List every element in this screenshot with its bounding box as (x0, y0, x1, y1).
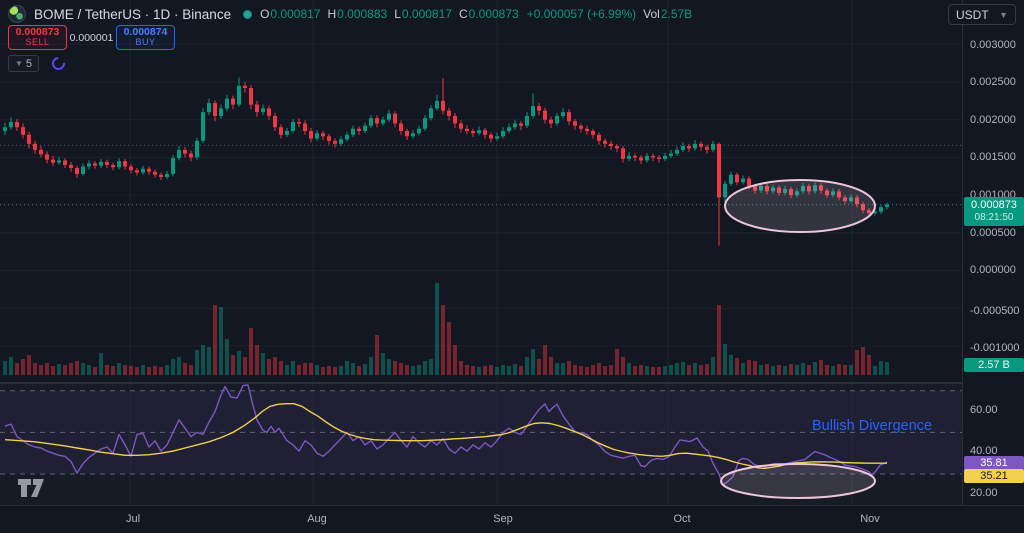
bome-coin-logo (8, 5, 26, 23)
bar-countdown: 08:21:50 (974, 212, 1014, 224)
vol-value: 2.57B (660, 7, 693, 21)
ohlc-readout: O0.000817 H0.000883 L0.000817 C0.000873 … (260, 7, 692, 21)
chevron-down-icon: ▼ (15, 59, 23, 68)
price-tick: -0.001000 (970, 342, 1020, 354)
month-label: Jul (125, 513, 141, 525)
month-label: Nov (860, 513, 880, 525)
rsi-tick: 40.00 (970, 445, 998, 457)
spread-value: 0.000001 (69, 31, 114, 44)
price-tick: 0.001500 (970, 151, 1016, 163)
price-tick: 0.002500 (970, 76, 1016, 88)
volume-badge: 2.57 B (964, 358, 1024, 372)
high-value: 0.000883 (337, 7, 388, 21)
open-value: 0.000817 (270, 7, 321, 21)
rsi-ma-value-badge: 35.21 (964, 469, 1024, 483)
rsi-tick: 20.00 (970, 487, 998, 499)
close-value: 0.000873 (468, 7, 519, 21)
time-axis[interactable]: Jul Aug Sep Oct Nov (0, 505, 1024, 533)
chevron-down-icon: ▼ (999, 9, 1008, 20)
bullish-divergence-annotation: Bullish Divergence (812, 418, 933, 434)
vol-label: Vol (643, 7, 660, 21)
order-panel: 0.000873 SELL 0.000001 0.000874 BUY (8, 25, 175, 50)
sync-loop-icon[interactable] (49, 54, 68, 73)
quantity-value: 5 (25, 57, 33, 70)
price-tick: -0.000500 (970, 305, 1020, 317)
price-highlight-ellipse (724, 179, 876, 233)
chart-header: BOME / TetherUS · 1D · Binance O0.000817… (8, 4, 692, 24)
high-label: H (327, 7, 337, 21)
rsi-value-badge: 35.81 (964, 456, 1024, 470)
quantity-dropdown[interactable]: ▼ 5 (8, 55, 40, 72)
price-tick: 0.000000 (970, 264, 1016, 276)
currency-selector[interactable]: USDT ▼ (948, 4, 1016, 25)
last-price-value: 0.000873 (971, 199, 1017, 211)
month-label: Oct (673, 513, 691, 525)
last-price-badge: 0.000873 08:21:50 (964, 197, 1024, 227)
open-label: O (260, 7, 270, 21)
rsi-highlight-ellipse (720, 463, 876, 499)
symbol-title[interactable]: BOME / TetherUS · 1D · Binance (34, 6, 232, 22)
price-tick: 0.000500 (970, 227, 1016, 239)
currency-label: USDT (956, 7, 989, 22)
price-axis[interactable]: 0.003000 0.002500 0.002000 0.001500 0.00… (962, 0, 1024, 505)
quantity-row: ▼ 5 (8, 54, 68, 73)
buy-button[interactable]: 0.000874 BUY (116, 25, 175, 50)
rsi-tick: 60.00 (970, 404, 998, 416)
sell-label: SELL (25, 37, 50, 48)
low-value: 0.000817 (401, 7, 452, 21)
tradingview-logo[interactable] (17, 477, 53, 501)
month-label: Aug (307, 513, 327, 525)
price-tick: 0.003000 (970, 39, 1016, 51)
low-label: L (394, 7, 401, 21)
sell-button[interactable]: 0.000873 SELL (8, 25, 67, 50)
market-status-dot (243, 9, 253, 19)
sell-price: 0.000873 (15, 26, 60, 39)
buy-price: 0.000874 (123, 26, 168, 39)
month-label: Sep (493, 513, 513, 525)
buy-label: BUY (135, 37, 156, 48)
close-label: C (458, 7, 468, 21)
change-value: +0.000057 (+6.99%) (526, 7, 637, 21)
price-tick: 0.002000 (970, 114, 1016, 126)
